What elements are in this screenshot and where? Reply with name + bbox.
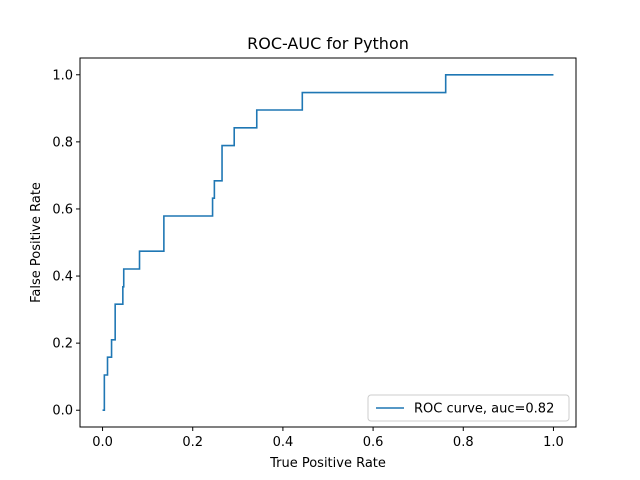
x-axis-ticks: 0.0 0.2 0.4 0.6 0.8 1.0 [92,427,564,450]
legend-label: ROC curve, auc=0.82 [414,402,554,417]
y-tick-label: 0.4 [52,270,73,285]
plot-layer [102,73,554,412]
y-tick-label: 0.8 [52,135,73,150]
plot-frame [79,57,577,428]
legend: ROC curve, auc=0.82 [367,394,570,422]
roc-curve-line [102,73,554,412]
y-axis-ticks: 0.0 0.2 0.4 0.6 0.8 1.0 [52,68,80,419]
legend-box [367,394,570,422]
x-tick-label: 1.0 [543,435,564,450]
x-tick-label: 0.6 [363,435,384,450]
x-tick-label: 0.4 [273,435,294,450]
chart-title: ROC-AUC for Python [247,34,409,53]
y-tick-label: 1.0 [52,68,73,83]
y-tick-label: 0.2 [52,337,73,352]
x-tick-label: 0.2 [182,435,203,450]
y-tick-label: 0.6 [52,202,73,217]
x-tick-label: 0.8 [453,435,474,450]
x-tick-label: 0.0 [92,435,113,450]
x-axis-label: True Positive Rate [269,456,386,471]
y-axis-label: False Positive Rate [29,182,44,303]
y-tick-label: 0.0 [52,404,73,419]
